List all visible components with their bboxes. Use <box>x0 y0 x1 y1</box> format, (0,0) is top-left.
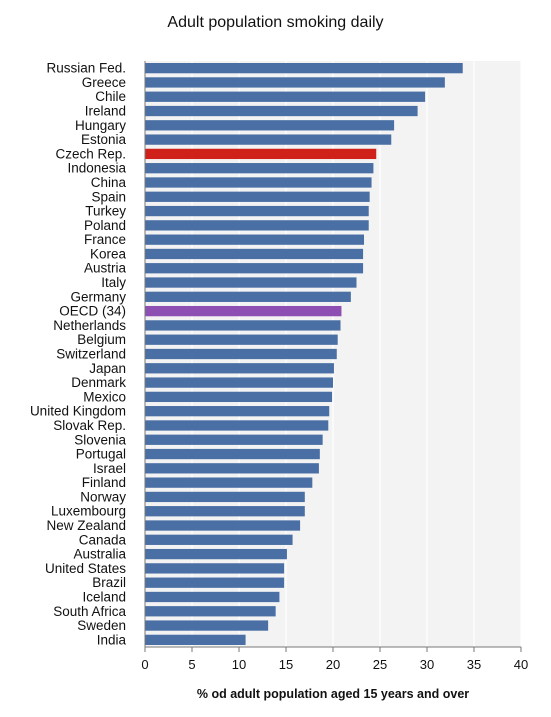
bar-sweden <box>145 620 269 631</box>
category-label: Luxembourg <box>51 504 126 519</box>
category-label: Switzerland <box>56 347 126 362</box>
category-label: Poland <box>84 218 126 233</box>
category-label: Spain <box>91 189 126 204</box>
bar-poland <box>145 220 369 231</box>
bar-new-zealand <box>145 520 301 531</box>
category-label: Norway <box>80 489 126 504</box>
bars <box>145 63 463 645</box>
x-tick-label: 5 <box>188 657 195 672</box>
category-label: Finland <box>82 475 126 490</box>
category-label: Korea <box>90 246 127 261</box>
category-label: Estonia <box>81 132 127 147</box>
category-label: Chile <box>95 89 126 104</box>
x-axis: 0 5 10 15 20 25 30 35 40 <box>141 61 528 672</box>
bar-switzerland <box>145 348 337 360</box>
category-label: Portugal <box>76 447 126 462</box>
bar-ireland <box>145 105 418 117</box>
bar-japan <box>145 363 334 374</box>
category-label: Greece <box>82 75 126 90</box>
category-label: Slovak Rep. <box>53 418 126 433</box>
bar-australia <box>145 548 287 560</box>
bar-russian-fed <box>145 63 463 74</box>
bar-czech-rep <box>145 148 377 160</box>
category-label: Italy <box>101 275 126 290</box>
bar-austria <box>145 263 364 274</box>
x-tick-label: 10 <box>232 657 246 672</box>
category-label: Slovenia <box>74 432 126 447</box>
category-label: France <box>84 232 126 247</box>
bar-india <box>145 634 246 645</box>
bar-china <box>145 177 372 188</box>
category-label: New Zealand <box>46 518 126 533</box>
bar-italy <box>145 277 357 288</box>
category-label: Australia <box>73 547 126 562</box>
bar-denmark <box>145 377 333 388</box>
bar-netherlands <box>145 320 341 331</box>
bar-united-kingdom <box>145 406 330 417</box>
bar-hungary <box>145 120 395 131</box>
bar-oecd-34 <box>145 305 342 317</box>
category-label: Russian Fed. <box>46 61 126 76</box>
category-label: Brazil <box>92 575 126 590</box>
x-tick-label: 25 <box>373 657 387 672</box>
category-label: Mexico <box>83 389 126 404</box>
x-tick-label: 0 <box>141 657 148 672</box>
category-label: Japan <box>89 361 126 376</box>
x-tick-label: 20 <box>326 657 340 672</box>
bar-iceland <box>145 591 280 603</box>
category-label: China <box>91 175 127 190</box>
bar-norway <box>145 491 305 503</box>
x-tick-label: 35 <box>467 657 481 672</box>
bar-israel <box>145 463 319 474</box>
category-label: Germany <box>70 289 126 304</box>
x-tick-label: 15 <box>279 657 293 672</box>
category-label: Turkey <box>85 204 126 219</box>
category-label: United States <box>45 561 126 576</box>
category-label: Israel <box>93 461 126 476</box>
bar-luxembourg <box>145 506 305 517</box>
bar-united-states <box>145 563 285 574</box>
bar-south-africa <box>145 606 276 617</box>
bar-portugal <box>145 448 320 460</box>
bar-germany <box>145 291 351 302</box>
x-axis-title: % od adult population aged 15 years and … <box>197 687 469 701</box>
bar-korea <box>145 248 364 260</box>
bar-indonesia <box>145 163 374 174</box>
category-labels: Russian Fed.GreeceChileIrelandHungaryEst… <box>30 61 127 648</box>
bar-chile <box>145 91 426 102</box>
bar-brazil <box>145 577 285 588</box>
category-label: Iceland <box>82 589 126 604</box>
category-label: OECD (34) <box>59 304 126 319</box>
category-label: Austria <box>84 261 127 276</box>
bar-france <box>145 234 365 245</box>
category-label: South Africa <box>53 604 126 619</box>
bar-finland <box>145 477 313 488</box>
bar-slovenia <box>145 434 323 445</box>
bar-greece <box>145 77 445 88</box>
chart-title: Adult population smoking daily <box>167 14 384 31</box>
category-label: India <box>97 632 127 647</box>
category-label: United Kingdom <box>30 404 126 419</box>
bar-slovak-rep <box>145 420 329 431</box>
category-label: Sweden <box>77 618 126 633</box>
x-tick-label: 40 <box>514 657 528 672</box>
bar-belgium <box>145 334 338 345</box>
category-label: Hungary <box>75 118 126 133</box>
category-label: Ireland <box>85 104 126 119</box>
bar-canada <box>145 534 293 545</box>
x-tick-label: 30 <box>420 657 434 672</box>
bar-mexico <box>145 391 333 403</box>
bar-estonia <box>145 134 392 145</box>
category-label: Denmark <box>71 375 126 390</box>
bar-spain <box>145 191 370 202</box>
category-label: Netherlands <box>53 318 126 333</box>
category-label: Indonesia <box>67 161 126 176</box>
category-label: Canada <box>79 532 127 547</box>
category-label: Czech Rep. <box>55 146 126 161</box>
bar-turkey <box>145 205 369 217</box>
category-label: Belgium <box>77 332 126 347</box>
